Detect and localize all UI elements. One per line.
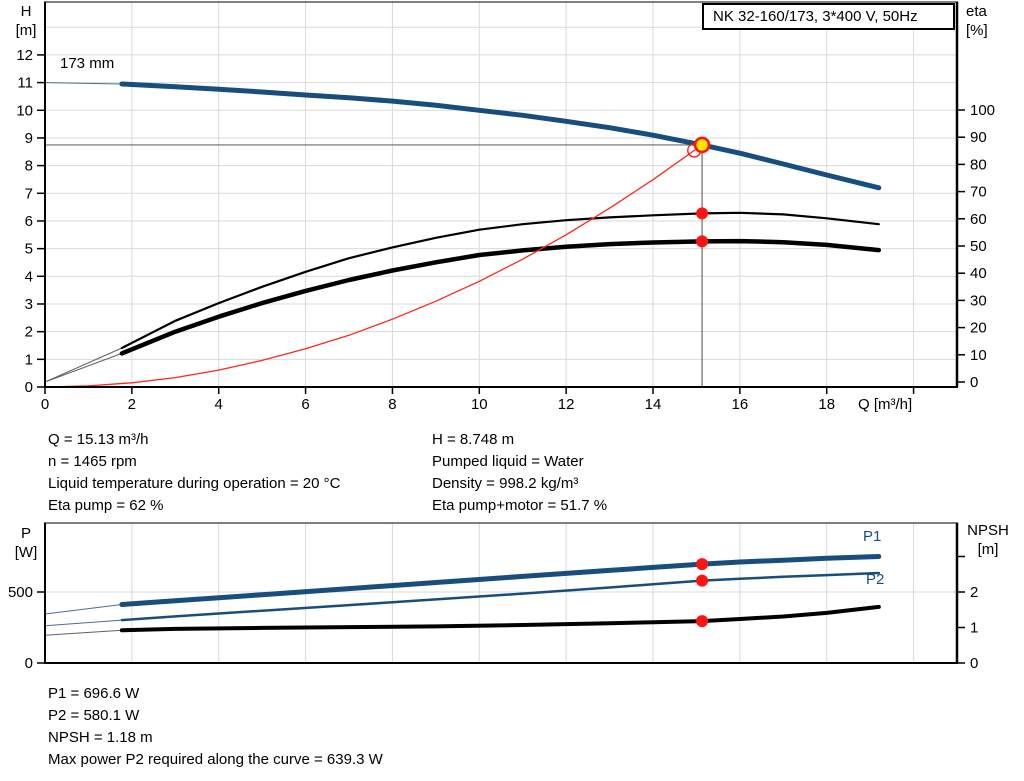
duty-info-line: Eta pump = 62 % bbox=[48, 497, 164, 514]
y-left-tick-label: 11 bbox=[17, 75, 33, 92]
power-info-line: P1 = 696.6 W bbox=[48, 685, 140, 702]
eta-pump-motor-curve-lead-line bbox=[44, 352, 123, 383]
power-info-line: NPSH = 1.18 m bbox=[48, 729, 153, 746]
eta-axis-label: eta [%] bbox=[966, 3, 988, 39]
eta-pump-motor-curve bbox=[119, 238, 882, 356]
duty-info-line: Q = 15.13 m³/h bbox=[48, 431, 149, 448]
npsh-curve bbox=[119, 604, 881, 633]
y-left-tick-label: 4 bbox=[25, 268, 33, 285]
y-left-tick-label: 5 bbox=[25, 241, 33, 258]
eta-pump-curve bbox=[120, 211, 880, 350]
eta-pump-duty-point bbox=[696, 207, 709, 220]
power-info-line: Max power P2 required along the curve = … bbox=[48, 751, 383, 768]
pump-title-box: NK 32-160/173, 3*400 V, 50Hz bbox=[702, 3, 955, 30]
y-left-tick-label: 9 bbox=[25, 130, 33, 147]
eta-pump-motor-duty-point bbox=[696, 235, 709, 248]
p1-curve-label: P1 bbox=[863, 528, 882, 545]
y-right-tick-label: 40 bbox=[970, 265, 987, 282]
p2-curve-lead-line bbox=[44, 619, 123, 627]
pump-curve-173mm-lead-line bbox=[44, 82, 123, 85]
p1-curve bbox=[119, 554, 882, 607]
y-left-tick-label: 6 bbox=[25, 213, 33, 230]
y-left-tick-label: 7 bbox=[25, 185, 33, 202]
h-axis-label: H [m] bbox=[15, 3, 37, 39]
y-right-tick-label: 10 bbox=[970, 347, 987, 364]
y-left-tick-label: 2 bbox=[25, 324, 33, 341]
y-right-tick-label: 0 bbox=[970, 374, 978, 391]
y-right-tick-label: 1 bbox=[970, 620, 978, 637]
duty-info-line: H = 8.748 m bbox=[432, 431, 515, 448]
duty-info-line: Eta pump+motor = 51.7 % bbox=[432, 497, 608, 514]
y-right-tick-label: 100 bbox=[970, 102, 995, 119]
npsh-axis-label: NPSH [m] bbox=[967, 522, 1009, 558]
p-axis-label: P [W] bbox=[14, 525, 38, 561]
x-tick-label: 10 bbox=[471, 396, 488, 413]
x-tick-label: 18 bbox=[818, 396, 835, 413]
x-tick-label: 14 bbox=[645, 396, 662, 413]
y-right-tick-label: 0 bbox=[970, 655, 978, 672]
x-tick-label: 6 bbox=[301, 396, 309, 413]
duty-point bbox=[693, 136, 711, 154]
x-tick-label: 2 bbox=[128, 396, 136, 413]
y-right-tick-label: 60 bbox=[970, 211, 987, 228]
y-right-tick-label: 30 bbox=[970, 292, 987, 309]
pump-curve-173mm bbox=[119, 81, 882, 191]
x-tick-label: 0 bbox=[41, 396, 49, 413]
q-axis-label: Q [m³/h] bbox=[858, 396, 913, 413]
x-tick-label: 16 bbox=[732, 396, 749, 413]
npsh-curve-lead-line bbox=[44, 629, 123, 636]
y-left-tick-label: 0 bbox=[25, 379, 33, 396]
system-curve bbox=[44, 144, 703, 388]
y-left-tick-label: 1 bbox=[25, 351, 33, 368]
y-right-tick-label: 2 bbox=[970, 584, 978, 601]
power-info-line: P2 = 580.1 W bbox=[48, 707, 140, 724]
power-info-block: P1 = 696.6 W P2 = 580.1 W NPSH = 1.18 m … bbox=[48, 683, 383, 771]
eta-pump-curve-lead-line bbox=[44, 347, 123, 383]
y-left-tick-label: 3 bbox=[25, 296, 33, 313]
x-tick-label: 4 bbox=[215, 396, 223, 413]
duty-info-left-column: Q = 15.13 m³/h n = 1465 rpm Liquid tempe… bbox=[48, 429, 340, 517]
p2-curve bbox=[120, 571, 881, 622]
duty-info-line: n = 1465 rpm bbox=[48, 453, 137, 470]
pump-title-text: NK 32-160/173, 3*400 V, 50Hz bbox=[713, 8, 918, 25]
p2-duty-point bbox=[696, 574, 709, 587]
npsh-duty-point bbox=[696, 615, 709, 628]
p1-duty-point bbox=[696, 558, 709, 571]
y-right-tick-label: 70 bbox=[970, 184, 987, 201]
p1-curve-lead-line bbox=[44, 604, 123, 615]
impeller-diameter-label: 173 mm bbox=[60, 55, 115, 72]
duty-info-line: Liquid temperature during operation = 20… bbox=[48, 475, 341, 492]
duty-info-line: Pumped liquid = Water bbox=[432, 453, 584, 470]
y-right-tick-label: 20 bbox=[970, 320, 987, 337]
y-left-tick-label: 10 bbox=[16, 102, 33, 119]
y-left-tick-label: 500 bbox=[8, 584, 33, 601]
y-left-tick-label: 8 bbox=[25, 158, 33, 175]
p2-curve-label: P2 bbox=[866, 571, 885, 588]
duty-info-line: Density = 998.2 kg/m³ bbox=[432, 475, 579, 492]
y-right-tick-label: 90 bbox=[970, 129, 987, 146]
y-left-tick-label: 0 bbox=[25, 655, 33, 672]
x-tick-label: 12 bbox=[558, 396, 575, 413]
y-right-tick-label: 80 bbox=[970, 156, 987, 173]
duty-info-right-column: H = 8.748 m Pumped liquid = Water Densit… bbox=[432, 429, 607, 517]
y-right-tick-label: 50 bbox=[970, 238, 987, 255]
x-tick-label: 8 bbox=[388, 396, 396, 413]
y-left-tick-label: 12 bbox=[16, 47, 33, 64]
